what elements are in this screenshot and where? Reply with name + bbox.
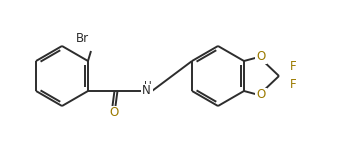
Text: O: O bbox=[256, 50, 266, 64]
Text: F: F bbox=[290, 60, 296, 74]
Text: Br: Br bbox=[76, 31, 89, 45]
Text: O: O bbox=[109, 107, 119, 119]
Text: F: F bbox=[290, 78, 296, 92]
Text: N: N bbox=[142, 85, 150, 97]
Text: H: H bbox=[144, 81, 152, 91]
Text: O: O bbox=[256, 88, 266, 102]
